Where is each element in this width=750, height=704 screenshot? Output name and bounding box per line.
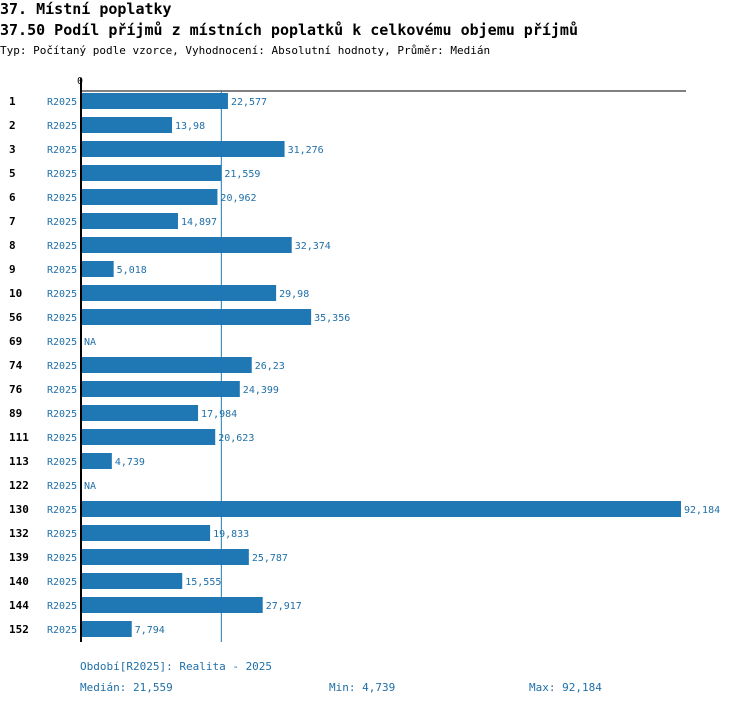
series-label: R2025 — [47, 241, 77, 252]
series-label: R2025 — [47, 193, 77, 204]
chart-subtitle: Typ: Počítaný podle vzorce, Vyhodnocení:… — [0, 44, 491, 57]
bar — [81, 237, 292, 253]
row-id-label: 3 — [9, 143, 16, 156]
bar — [81, 429, 216, 445]
series-label: R2025 — [47, 121, 77, 132]
data-label: 32,374 — [295, 241, 331, 252]
data-label: 5,018 — [117, 265, 147, 276]
bar — [81, 93, 228, 109]
data-label: 20,623 — [218, 433, 254, 444]
row-id-label: 144 — [9, 599, 29, 612]
bar — [81, 117, 172, 133]
bar — [81, 189, 218, 205]
series-label: R2025 — [47, 289, 77, 300]
series-label: R2025 — [47, 457, 77, 468]
bar — [81, 261, 114, 277]
row-id-label: 7 — [9, 215, 16, 228]
data-label: 29,98 — [279, 289, 309, 300]
series-label: R2025 — [47, 481, 77, 492]
row-id-label: 74 — [9, 359, 23, 372]
data-label: 20,962 — [220, 193, 256, 204]
row-id-label: 76 — [9, 383, 23, 396]
data-label: 19,833 — [213, 529, 249, 540]
row-id-label: 1 — [9, 95, 16, 108]
period-label: Období[R2025]: Realita - 2025 — [80, 660, 273, 673]
row-id-label: 8 — [9, 239, 16, 252]
data-label: 7,794 — [135, 625, 165, 636]
row-id-label: 113 — [9, 455, 29, 468]
series-label: R2025 — [47, 145, 77, 156]
series-label: R2025 — [47, 601, 77, 612]
series-label: R2025 — [47, 529, 77, 540]
series-label: R2025 — [47, 313, 77, 324]
data-label: 35,356 — [314, 313, 350, 324]
bar — [81, 381, 240, 397]
median-summary: Medián: 21,559 — [80, 681, 173, 694]
row-id-label: 89 — [9, 407, 22, 420]
row-id-label: 6 — [9, 191, 16, 204]
series-label: R2025 — [47, 385, 77, 396]
row-id-label: 122 — [9, 479, 29, 492]
row-id-label: 56 — [9, 311, 23, 324]
data-label: 17,984 — [201, 409, 237, 420]
max-summary: Max: 92,184 — [529, 681, 602, 694]
bar — [81, 453, 112, 469]
row-id-label: 152 — [9, 623, 29, 636]
series-label: R2025 — [47, 169, 77, 180]
data-label: 4,739 — [115, 457, 145, 468]
bar — [81, 573, 183, 589]
data-label: 22,577 — [231, 97, 267, 108]
bar — [81, 165, 222, 181]
series-label: R2025 — [47, 433, 77, 444]
series-label: R2025 — [47, 361, 77, 372]
row-id-label: 132 — [9, 527, 29, 540]
data-label: 25,787 — [252, 553, 288, 564]
row-id-label: 130 — [9, 503, 29, 516]
series-label: R2025 — [47, 553, 77, 564]
series-label: R2025 — [47, 337, 77, 348]
series-label: R2025 — [47, 409, 77, 420]
series-label: R2025 — [47, 265, 77, 276]
series-label: R2025 — [47, 217, 77, 228]
row-id-label: 9 — [9, 263, 16, 276]
row-id-label: 140 — [9, 575, 29, 588]
bar — [81, 621, 132, 637]
bar — [81, 405, 199, 421]
data-label: NA — [84, 481, 96, 492]
row-id-label: 111 — [9, 431, 29, 444]
bar — [81, 525, 211, 541]
bar — [81, 213, 178, 229]
row-id-label: 69 — [9, 335, 22, 348]
data-label: 14,897 — [181, 217, 217, 228]
series-label: R2025 — [47, 577, 77, 588]
data-label: 92,184 — [684, 505, 720, 516]
bar — [81, 141, 285, 157]
row-id-label: 139 — [9, 551, 29, 564]
series-label: R2025 — [47, 505, 77, 516]
bar — [81, 309, 312, 325]
data-label: 21,559 — [224, 169, 260, 180]
data-label: NA — [84, 337, 96, 348]
data-label: 15,555 — [185, 577, 221, 588]
series-label: R2025 — [47, 625, 77, 636]
bar — [81, 357, 252, 373]
bar — [81, 549, 249, 565]
data-label: 13,98 — [175, 121, 205, 132]
row-id-label: 2 — [9, 119, 16, 132]
bar — [81, 597, 263, 613]
row-id-label: 5 — [9, 167, 16, 180]
min-summary: Min: 4,739 — [329, 681, 396, 694]
data-label: 26,23 — [255, 361, 285, 372]
chart-title: 37.50 Podíl příjmů z místních poplatků k… — [0, 21, 578, 39]
section-title: 37. Místní poplatky — [0, 0, 172, 18]
bar — [81, 501, 681, 517]
series-label: R2025 — [47, 97, 77, 108]
data-label: 24,399 — [243, 385, 279, 396]
data-label: 31,276 — [288, 145, 324, 156]
bar — [81, 285, 277, 301]
row-id-label: 10 — [9, 287, 22, 300]
data-label: 27,917 — [266, 601, 302, 612]
